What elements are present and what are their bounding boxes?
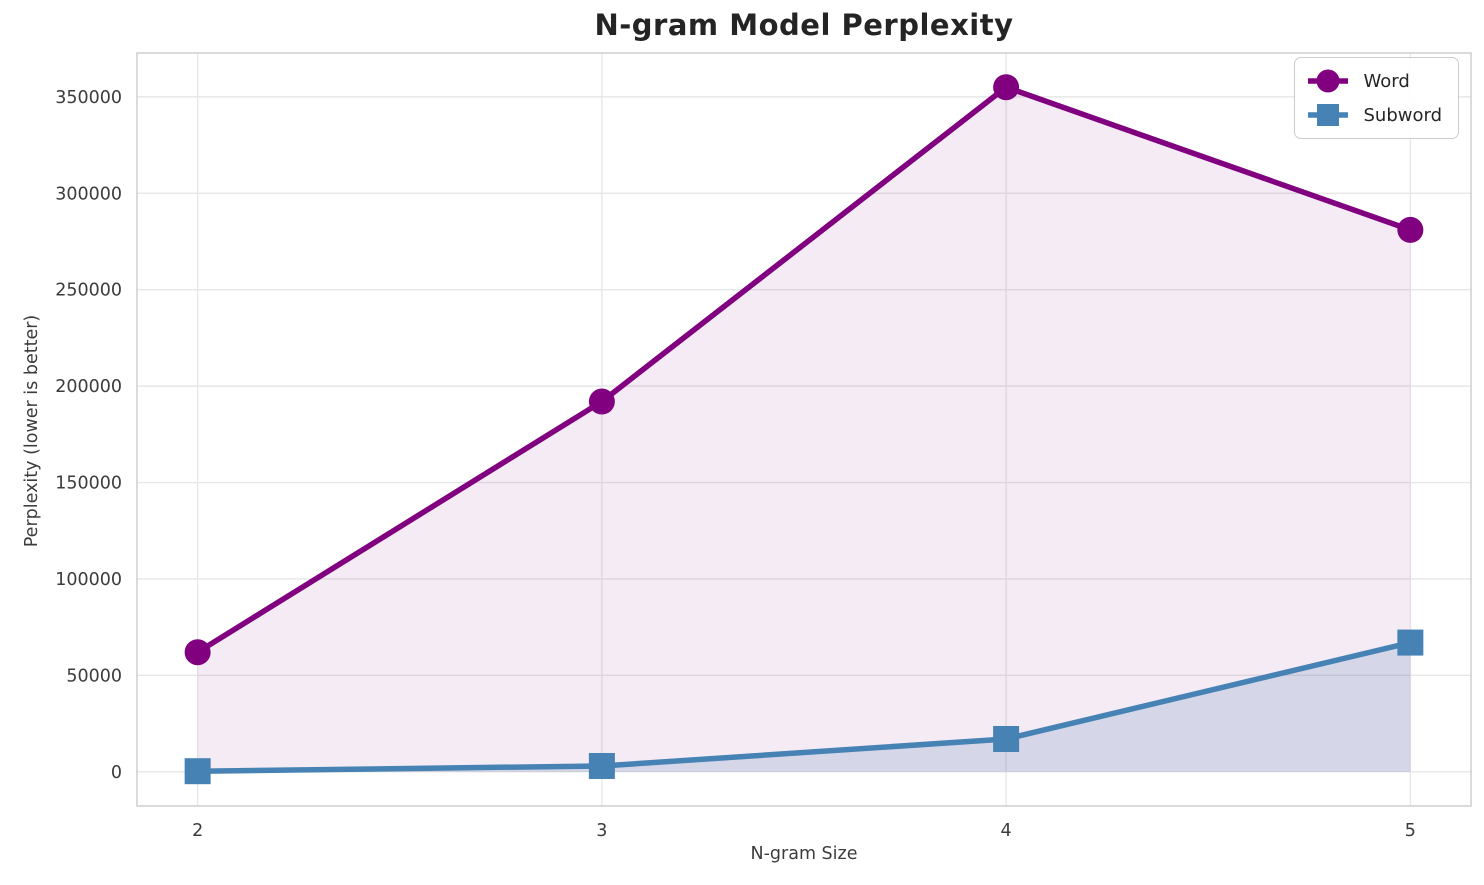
- data-point-word: [588, 388, 615, 415]
- data-point-subword: [184, 758, 211, 785]
- series-fill-subword: [197, 642, 1411, 772]
- y-tick-label: 300000: [55, 184, 122, 204]
- data-point-word: [184, 639, 211, 666]
- legend-item-label: Word: [1363, 70, 1410, 92]
- legend-item-word: Word: [1305, 67, 1442, 95]
- legend-item-label: Subword: [1363, 104, 1442, 126]
- data-point-word: [1397, 216, 1424, 243]
- series-line-word: [194, 84, 1414, 655]
- series-line-subword: [194, 639, 1414, 774]
- legend: Word Subword: [1294, 57, 1459, 139]
- x-tick-label: 4: [1001, 821, 1012, 841]
- subword-line-square-marker-icon: [1308, 104, 1349, 126]
- data-point-subword: [1397, 629, 1424, 656]
- y-axis-label: Perplexity (lower is better): [22, 314, 42, 548]
- chart-title: N-gram Model Perplexity: [594, 8, 1014, 42]
- word-line-circle-marker-icon: [1308, 69, 1349, 93]
- data-point-subword: [993, 725, 1020, 752]
- x-axis-label: N-gram Size: [750, 844, 858, 864]
- plot-border: [136, 52, 1472, 807]
- y-tick-label: 350000: [55, 88, 122, 108]
- y-tick-label: 250000: [55, 281, 122, 301]
- data-point-word: [993, 74, 1020, 101]
- x-tick-label: 2: [192, 821, 203, 841]
- series-fill-word: [197, 87, 1411, 772]
- legend-item-subword: Subword: [1305, 101, 1442, 129]
- y-tick-label: 50000: [66, 666, 122, 686]
- y-tick-label: 100000: [55, 570, 122, 590]
- x-tick-label: 5: [1405, 821, 1416, 841]
- x-tick-label: 3: [596, 821, 607, 841]
- y-tick-label: 200000: [55, 377, 122, 397]
- y-tick-label: 150000: [55, 474, 122, 494]
- y-tick-label: 0: [111, 763, 122, 783]
- data-point-subword: [588, 752, 615, 779]
